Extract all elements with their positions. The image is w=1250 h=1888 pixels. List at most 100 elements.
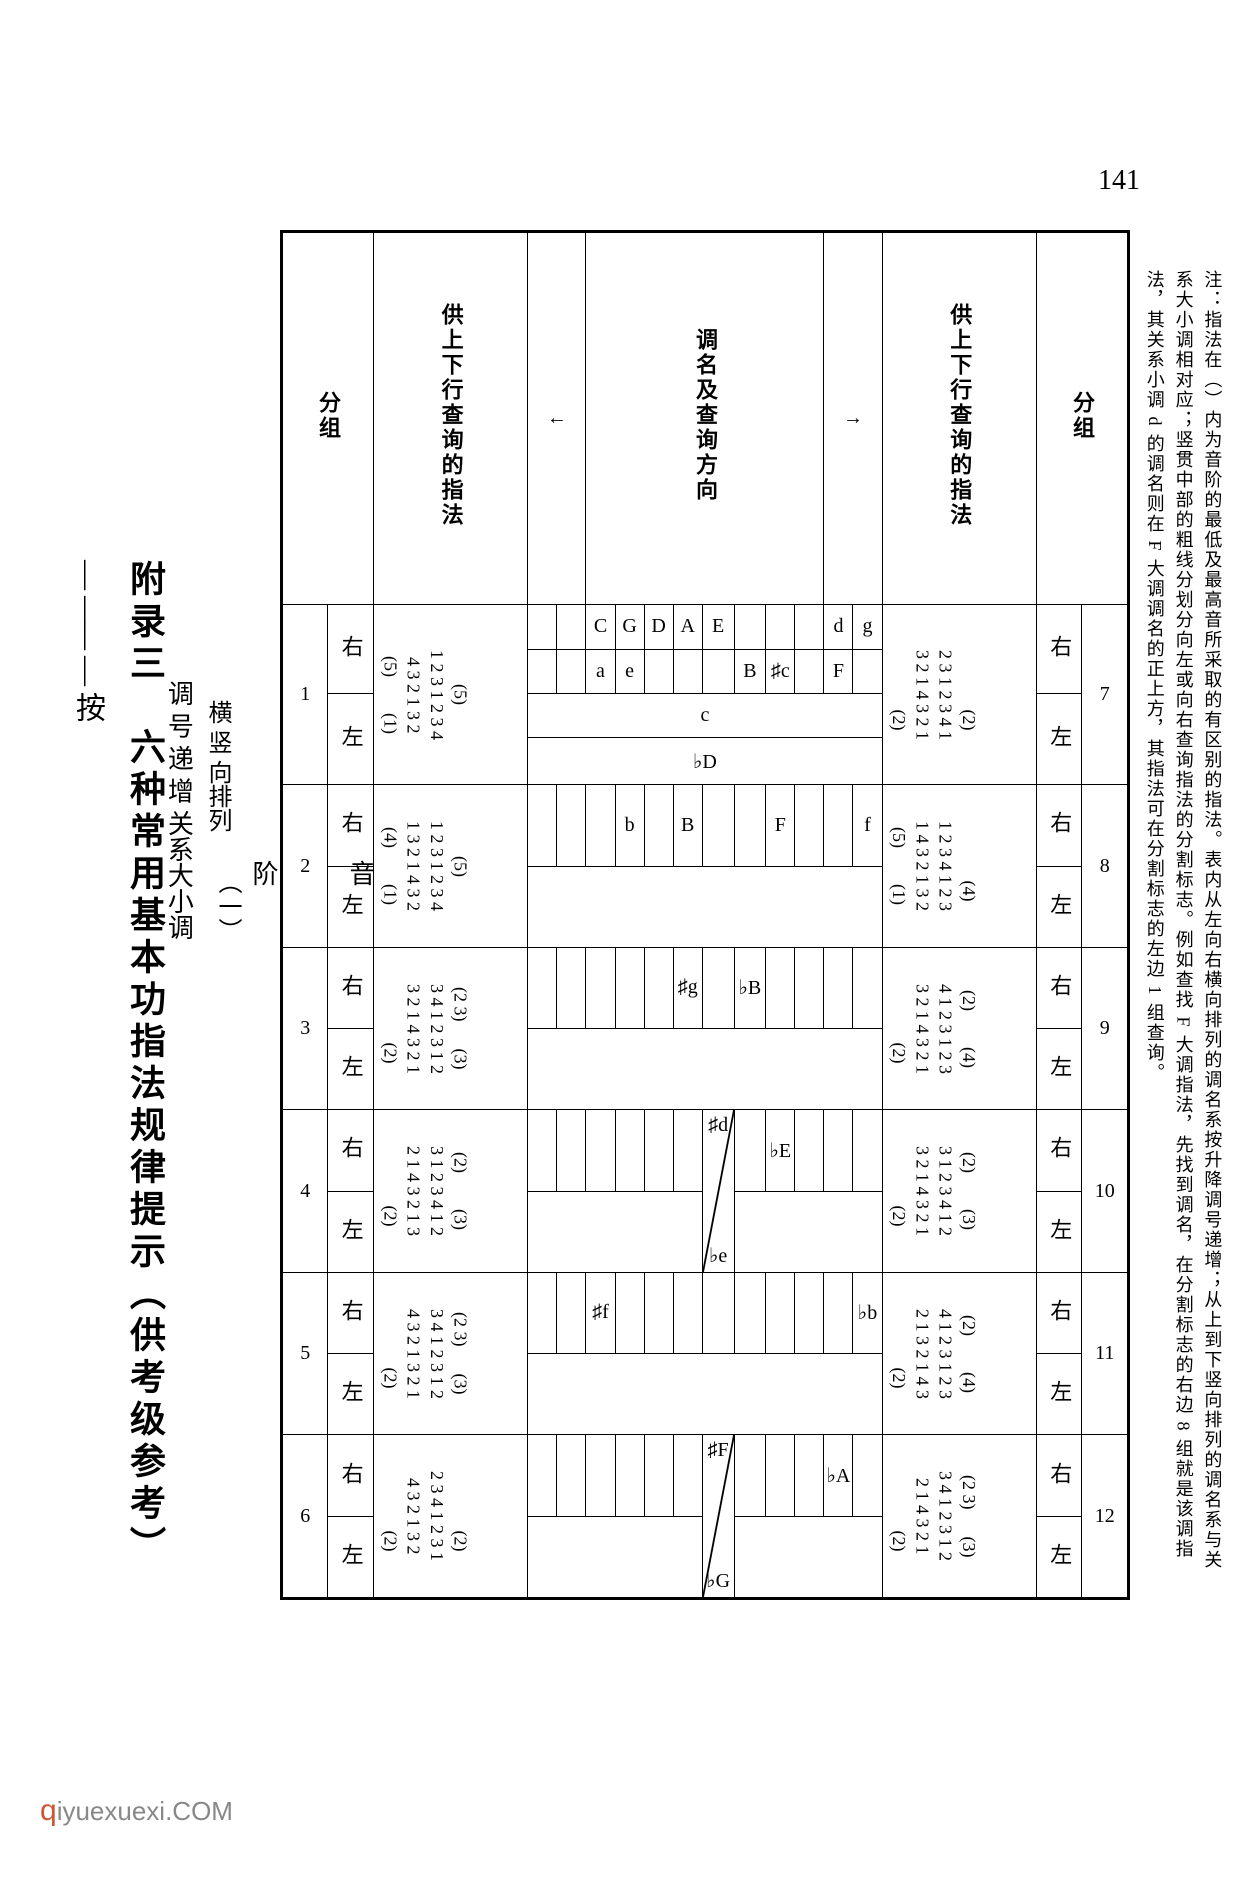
key-cell: D	[644, 605, 673, 649]
key-cell: b	[615, 785, 644, 866]
hand-right: 右	[335, 1462, 367, 1484]
key-cell: ♯c	[766, 649, 795, 693]
fingering-right-4: (2) (3) 3 1 2 3 4 1 2 3 2 1 4 3 2 1 (2)	[885, 1142, 983, 1240]
hand-right: 右	[335, 1299, 367, 1321]
hand-left: 左	[1043, 1380, 1075, 1402]
arrow-left-icon: ←	[528, 233, 586, 605]
hand-right: 右	[1043, 1462, 1075, 1484]
subhead-paren: （一）	[210, 870, 245, 942]
watermark: qiyuexuexi.COM	[40, 1794, 233, 1828]
key-cell	[557, 605, 586, 649]
group-left-1: 1	[283, 605, 328, 785]
group-right-5: 11	[1082, 1272, 1128, 1435]
fingering-left-4: (2) (3) 3 1 2 3 4 1 2 2 1 4 3 2 1 3 (2)	[376, 1142, 474, 1240]
key-cell: ♭D	[528, 737, 882, 784]
key-cell: c	[528, 693, 882, 737]
subhead-lines: 调 号 递 增 关系大小调	[160, 680, 196, 940]
fingering-left-1: (5) 1 2 3 1 2 3 4 4 3 2 1 3 2 (5) (1)	[376, 646, 474, 744]
hand-right: 右	[1043, 635, 1075, 657]
hand-right: 右	[1043, 811, 1075, 833]
hand-left: 左	[335, 1380, 367, 1402]
key-cell	[766, 605, 795, 649]
header-row: 分组 供上下行查询的指法 ← 调名及查询方向 → 供上下行查询的指法 分组	[283, 233, 1128, 605]
page-root: 141 ————按 附录三 六种常用基本功指法规律提示（供考级参考） 调 号 递…	[0, 0, 1250, 1888]
band-2-row-a: 2 右 (5) 1 2 3 1 2 3 4 1 3 2 1 4 3 2 (4) …	[283, 785, 1128, 866]
hand-right: 右	[1043, 1136, 1075, 1158]
fingering-right-1: (2) 2 3 1 2 3 4 1 3 2 1 4 3 2 1 (2)	[885, 646, 983, 744]
key-cell: ♭B	[734, 947, 766, 1028]
group-left-3: 3	[283, 947, 328, 1110]
band-1-keyrow-a: 1 右 (5) 1 2 3 1 2 3 4 4 3 2 1 3 2 (5) (1…	[283, 605, 1128, 649]
hand-right: 右	[335, 635, 367, 657]
key-cell	[795, 605, 824, 649]
hand-left: 左	[335, 1543, 367, 1565]
key-cell: a	[586, 649, 615, 693]
hand-right: 右	[1043, 1299, 1075, 1321]
key-cell: B	[734, 649, 766, 693]
key-cell	[734, 605, 766, 649]
hand-left: 左	[1043, 1218, 1075, 1240]
fingering-right-6: (2 3) (3) 3 4 1 2 3 1 2 2 1 4 3 2 1 (2)	[885, 1467, 983, 1565]
key-cell: e	[615, 649, 644, 693]
band-4-row-a: 4 右 (2) (3) 3 1 2 3 4 1 2 2 1 4 3 2 1 3 …	[283, 1110, 1128, 1191]
watermark-q: q	[40, 1794, 57, 1827]
hand-left: 左	[1043, 1543, 1075, 1565]
key-cell-diag: ♯F ♭G	[702, 1435, 734, 1598]
key-cell: F	[824, 649, 853, 693]
header-fenzu-right: 分组	[1066, 391, 1098, 441]
hand-left: 左	[335, 1055, 367, 1077]
group-right-1: 7	[1082, 605, 1128, 785]
watermark-rest: iyuexuexi.COM	[57, 1796, 233, 1826]
key-cell-diag: ♯d ♭e	[702, 1110, 734, 1273]
band-3-row-a: 3 右 (2 3) (3) 3 4 1 2 3 1 2 3 2 1 4 3 2 …	[283, 947, 1128, 1028]
fingering-chart: 分组 供上下行查询的指法 ← 调名及查询方向 → 供上下行查询的指法 分组 1 …	[280, 230, 1130, 1600]
key-cell: ♭A	[824, 1435, 853, 1516]
footnote-text: 注：指法在（）内为音阶的最低及最高音所采取的有区别的指法。表内从左向右横向排列的…	[1140, 270, 1226, 1570]
subhead-orientation: 横 竖 向排列	[200, 700, 235, 832]
group-left-6: 6	[283, 1435, 328, 1598]
group-left-4: 4	[283, 1110, 328, 1273]
fingering-left-2: (5) 1 2 3 1 2 3 4 1 3 2 1 4 3 2 (4) (1)	[376, 817, 474, 915]
key-cell	[795, 649, 824, 693]
title-sub: ————按	[65, 560, 109, 1568]
axis-jie: 阶	[245, 860, 282, 886]
fingering-left-5: (2 3) (3) 3 4 1 2 3 1 2 4 3 2 1 3 2 1 (2…	[376, 1305, 474, 1403]
fingering-right-3: (2) (4) 4 1 2 3 1 2 3 3 2 1 4 3 2 1 (2)	[885, 980, 983, 1078]
key-cell: ♯g	[673, 947, 702, 1028]
dash-icon: ——	[70, 560, 104, 620]
chart-table: 分组 供上下行查询的指法 ← 调名及查询方向 → 供上下行查询的指法 分组 1 …	[282, 232, 1128, 1598]
group-right-3: 9	[1082, 947, 1128, 1110]
group-right-2: 8	[1082, 785, 1128, 948]
hand-left: 左	[1043, 1055, 1075, 1077]
group-left-5: 5	[283, 1272, 328, 1435]
fingering-left-3: (2 3) (3) 3 4 1 2 3 1 2 3 2 1 4 3 2 1 (2…	[376, 980, 474, 1078]
header-fingering-left: 供上下行查询的指法	[435, 303, 467, 528]
key-cell: ♭E	[766, 1110, 795, 1191]
band-5-row-a: 5 右 (2 3) (3) 3 4 1 2 3 1 2 4 3 2 1 3 2 …	[283, 1272, 1128, 1353]
key-cell: B	[673, 785, 702, 866]
group-right-4: 10	[1082, 1110, 1128, 1273]
header-keyquery: 调名及查询方向	[689, 328, 721, 503]
key-cell: ♭b	[853, 1272, 882, 1353]
key-cell: ♯f	[586, 1272, 615, 1353]
hand-left: 左	[335, 725, 367, 747]
key-cell: C	[586, 605, 615, 649]
key-cell: f	[853, 785, 882, 866]
key-cell	[853, 649, 882, 693]
key-cell	[702, 649, 734, 693]
key-cell	[528, 605, 557, 649]
key-cell: d	[824, 605, 853, 649]
page-number: 141	[1098, 165, 1140, 197]
title-block: ————按 附录三 六种常用基本功指法规律提示（供考级参考）	[65, 560, 171, 1568]
key-cell	[528, 649, 557, 693]
key-cell	[673, 649, 702, 693]
hand-right: 右	[335, 1136, 367, 1158]
key-cell: A	[673, 605, 702, 649]
key-cell	[557, 649, 586, 693]
band-6-row-a: 6 右 (2) 2 3 4 1 2 3 1 4 3 2 1 3 2 (2) ♯F…	[283, 1435, 1128, 1516]
header-fingering-right: 供上下行查询的指法	[943, 303, 975, 528]
hand-left: 左	[1043, 725, 1075, 747]
fingering-right-2: (4) 1 2 3 4 1 2 3 1 4 3 2 1 3 2 (5) (1)	[885, 817, 983, 915]
arrow-right-icon: →	[824, 233, 882, 605]
key-cell: G	[615, 605, 644, 649]
